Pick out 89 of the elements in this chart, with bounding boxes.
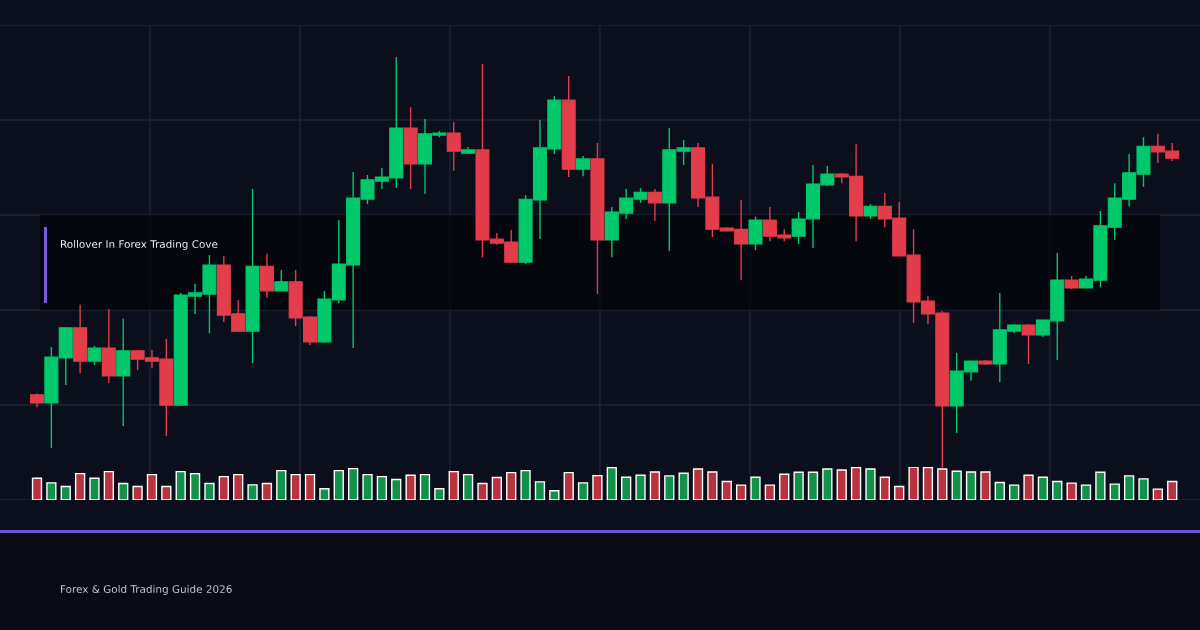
bar — [132, 485, 143, 500]
bar — [678, 472, 689, 500]
bar — [276, 469, 287, 500]
bar — [836, 469, 847, 500]
bar — [606, 467, 617, 500]
bar — [649, 471, 661, 500]
bar — [347, 467, 359, 500]
bar — [592, 474, 603, 500]
bar — [1152, 488, 1164, 500]
bar — [247, 484, 258, 500]
candlestick — [446, 121, 461, 172]
bar — [204, 482, 215, 500]
bar — [462, 473, 474, 500]
bar — [965, 471, 977, 500]
text: Rollover In Forex Trading Cove — [61, 239, 218, 251]
bar — [692, 468, 704, 500]
bar — [894, 485, 905, 500]
bar — [1138, 478, 1149, 500]
bar — [419, 473, 431, 500]
bar — [922, 467, 934, 500]
bar — [1052, 480, 1063, 500]
bar — [908, 467, 919, 500]
bar — [577, 482, 589, 500]
bar — [549, 490, 560, 500]
bar — [448, 470, 459, 500]
bar — [189, 472, 201, 500]
bar — [563, 471, 574, 500]
bar — [218, 475, 229, 500]
bar — [103, 470, 114, 500]
bar — [290, 473, 301, 500]
bar — [333, 469, 344, 500]
bar — [1123, 475, 1135, 500]
candlestick — [1021, 323, 1036, 365]
bar — [118, 482, 129, 500]
bar — [491, 476, 502, 500]
bar — [822, 468, 833, 500]
bar — [793, 471, 804, 500]
bar — [1080, 484, 1092, 500]
bar — [89, 477, 100, 500]
bar — [850, 467, 862, 500]
bar — [951, 470, 962, 500]
bar — [764, 484, 776, 500]
bar — [520, 469, 531, 500]
candlestick — [748, 216, 763, 251]
bar — [304, 473, 316, 500]
bar — [175, 470, 186, 500]
candlestick — [647, 188, 662, 222]
bar — [779, 473, 790, 500]
bar — [1167, 480, 1178, 500]
bar — [879, 476, 890, 500]
bar — [664, 475, 675, 500]
bar — [362, 473, 373, 500]
bar — [405, 474, 416, 500]
candlestick — [576, 155, 591, 177]
bar — [161, 485, 172, 500]
bar — [1066, 482, 1077, 500]
bar — [994, 481, 1005, 500]
candlestick — [87, 345, 102, 366]
bar — [534, 481, 546, 500]
bar — [621, 476, 632, 500]
bar — [721, 480, 732, 500]
bar — [434, 488, 445, 500]
bar — [319, 488, 330, 500]
bar — [937, 468, 948, 500]
candlestick — [274, 269, 289, 292]
bar — [1037, 476, 1049, 500]
bar — [735, 484, 747, 500]
bar — [146, 473, 158, 500]
bar — [233, 473, 244, 500]
bar — [1109, 483, 1120, 500]
bar — [1009, 484, 1020, 500]
bar — [707, 471, 718, 500]
bar — [46, 482, 57, 500]
bar — [807, 471, 819, 500]
bar — [261, 482, 273, 500]
bar — [1023, 474, 1034, 500]
bar — [865, 468, 876, 500]
bar — [376, 475, 388, 500]
bar — [74, 472, 86, 500]
bar — [506, 471, 517, 500]
bar — [750, 476, 761, 500]
bar — [391, 478, 402, 500]
bar — [635, 474, 646, 500]
bar — [60, 485, 71, 500]
text: Forex & Gold Trading Guide 2026 — [61, 584, 232, 596]
bar — [980, 471, 991, 500]
bar — [1095, 471, 1106, 500]
bar — [477, 482, 488, 500]
bar — [31, 477, 43, 500]
